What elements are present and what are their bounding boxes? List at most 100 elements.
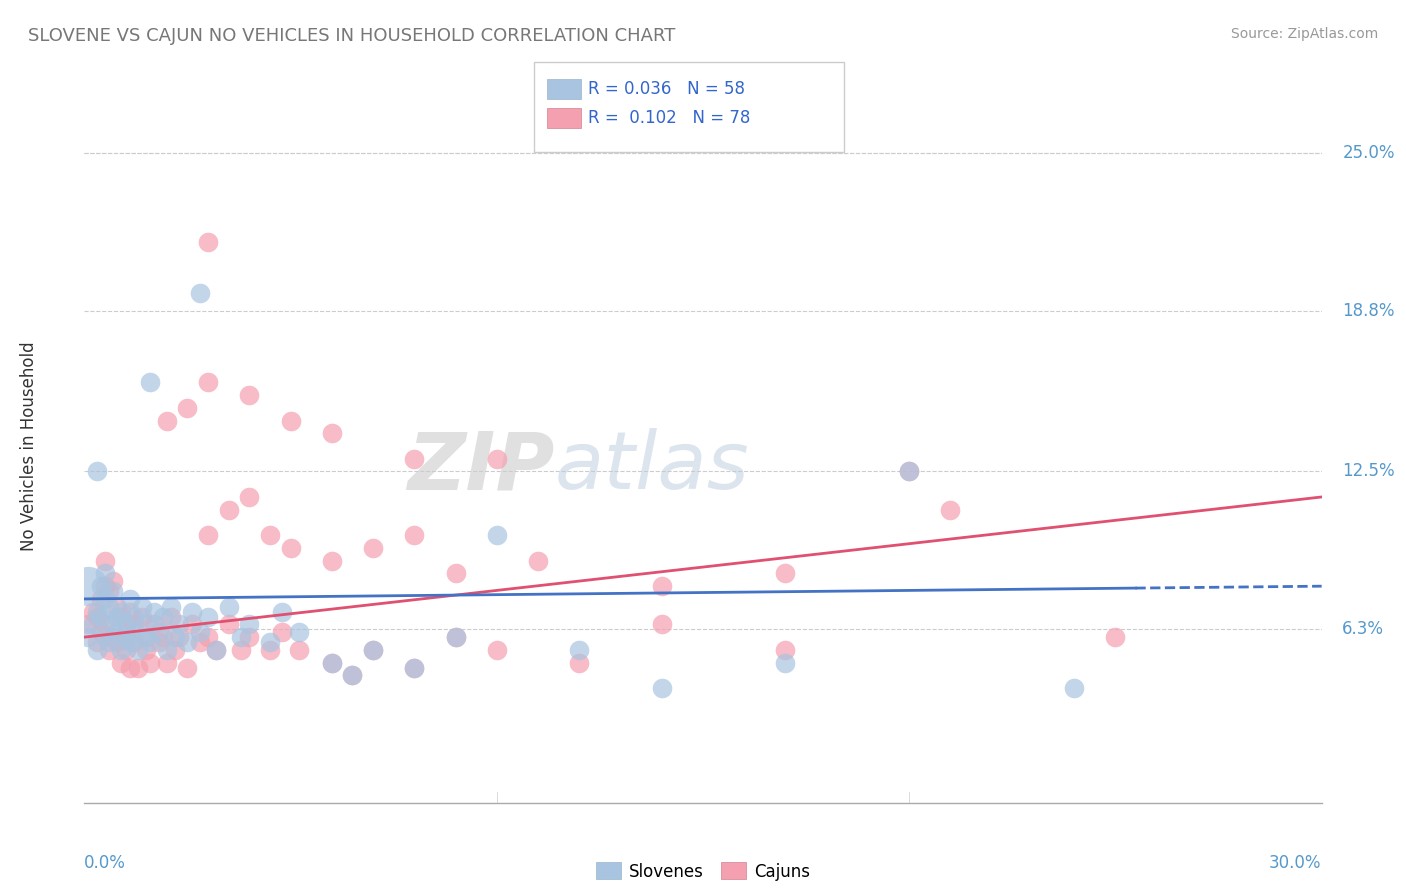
Point [197,630,219,644]
Point [86,609,108,624]
Point [135,617,157,632]
Point [114,630,136,644]
Point [218,599,240,614]
Point [156,643,179,657]
Point [321,426,343,441]
Point [118,661,141,675]
Point [94,566,117,581]
Point [86,643,108,657]
Point [651,681,673,695]
Point [98,599,121,614]
Point [259,643,281,657]
Point [238,617,260,632]
Point [218,617,240,632]
Point [114,617,136,632]
Point [167,630,190,644]
Point [188,286,211,301]
Point [180,617,202,632]
Point [321,656,343,670]
Point [135,630,157,644]
Point [82,605,104,619]
Point [98,635,121,649]
Point [86,635,108,649]
Point [94,630,117,644]
Point [321,554,343,568]
Point [105,635,128,649]
Text: R =  0.102   N = 78: R = 0.102 N = 78 [588,109,749,127]
Point [110,656,132,670]
Point [122,609,145,624]
Point [90,625,112,640]
Point [485,528,508,542]
Point [110,609,132,624]
Point [118,605,141,619]
Point [143,617,166,632]
Point [361,643,384,657]
Point [288,643,311,657]
Point [444,566,467,581]
Point [77,630,100,644]
Point [444,630,467,644]
Point [127,661,149,675]
Text: atlas: atlas [554,428,749,507]
Point [775,566,797,581]
Point [218,502,240,516]
Point [361,643,384,657]
Point [404,528,426,542]
Point [131,599,153,614]
Point [238,388,260,402]
Point [1104,630,1126,644]
Text: 18.8%: 18.8% [1343,301,1395,320]
Point [939,502,962,516]
Point [238,630,260,644]
Point [197,528,219,542]
Point [94,617,117,632]
Point [98,584,121,599]
Point [135,643,157,657]
Point [568,643,591,657]
Point [90,609,112,624]
Text: 12.5%: 12.5% [1343,462,1395,481]
Point [197,609,219,624]
Point [651,617,673,632]
Point [122,635,145,649]
Point [156,656,179,670]
Point [160,609,183,624]
Point [127,643,149,657]
Point [288,625,311,640]
Point [342,668,364,682]
Point [205,643,228,657]
Point [527,554,550,568]
Text: ZIP: ZIP [408,428,554,507]
Point [259,635,281,649]
Point [176,401,198,415]
Point [105,599,128,614]
Point [103,574,125,588]
Point [90,591,112,606]
Point [342,668,364,682]
Point [139,656,162,670]
Text: 25.0%: 25.0% [1343,144,1395,162]
Point [103,617,125,632]
Point [135,630,157,644]
Point [110,605,132,619]
Point [86,605,108,619]
Point [105,609,128,624]
Text: 6.3%: 6.3% [1343,621,1385,639]
Point [131,609,153,624]
Point [77,579,100,593]
Point [259,528,281,542]
Point [98,643,121,657]
Point [114,625,136,640]
Point [122,625,145,640]
Point [404,661,426,675]
Point [898,465,921,479]
Text: 0.0%: 0.0% [84,854,127,871]
Point [568,656,591,670]
Point [280,541,302,555]
Point [122,617,145,632]
Point [82,617,104,632]
Point [404,661,426,675]
Point [110,643,132,657]
Point [197,376,219,390]
